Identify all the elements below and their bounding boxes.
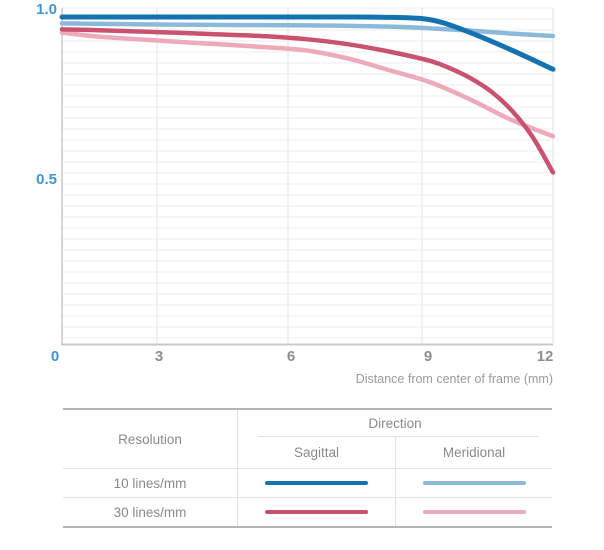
x-tick-3: 3 xyxy=(154,348,164,365)
legend-swatch-10-meridional xyxy=(422,481,526,485)
legend-row-10lines-label-cell: 10 lines/mm xyxy=(63,468,238,497)
curve-30-lines-mm-sagittal xyxy=(59,27,556,175)
y-tick-0.5: 0.5 xyxy=(36,171,57,188)
curve-10-lines-mm-sagittal xyxy=(59,14,556,72)
legend-header-resolution-cell: Resolution xyxy=(63,410,238,468)
sagittal-column-label: Sagittal xyxy=(293,445,340,460)
legend-row-10lines-meridional-cell xyxy=(395,468,552,497)
legend-row-10lines-sagittal-cell xyxy=(238,468,395,497)
row-label-10-lines-mm: 10 lines/mm xyxy=(113,475,187,491)
legend-row-30lines-sagittal-cell xyxy=(238,497,395,526)
direction-underline xyxy=(258,436,538,437)
row-label-30-lines-mm: 30 lines/mm xyxy=(113,504,187,520)
x-tick-0: 0 xyxy=(50,348,60,365)
legend-swatch-30-sagittal xyxy=(265,510,368,514)
legend-row-30lines-meridional-cell xyxy=(395,497,552,526)
legend-row-30lines-label-cell: 30 lines/mm xyxy=(63,497,238,526)
legend-swatch-10-sagittal xyxy=(265,481,368,485)
direction-header-label: Direction xyxy=(368,416,422,431)
x-axis-title: Distance from center of frame (mm) xyxy=(355,372,553,386)
legend-table: Resolution Direction Sagittal Meridional… xyxy=(63,408,552,528)
x-tick-9: 9 xyxy=(423,348,433,365)
legend-swatch-30-meridional xyxy=(422,510,526,514)
meridional-column-label: Meridional xyxy=(442,445,506,460)
legend-header-direction-cell: Direction xyxy=(238,410,552,437)
x-tick-6: 6 xyxy=(286,348,296,365)
legend-subheader-sagittal-cell: Sagittal xyxy=(238,437,395,468)
legend-subheader-meridional-cell: Meridional xyxy=(395,437,552,468)
y-tick-1.0: 1.0 xyxy=(36,1,57,18)
curve-30-lines-mm-meridional xyxy=(59,30,556,139)
x-tick-12: 12 xyxy=(536,348,554,365)
resolution-header-label: Resolution xyxy=(118,431,182,447)
curve-10-lines-mm-meridional xyxy=(59,21,556,39)
mtf-chart-canvas xyxy=(59,7,556,346)
